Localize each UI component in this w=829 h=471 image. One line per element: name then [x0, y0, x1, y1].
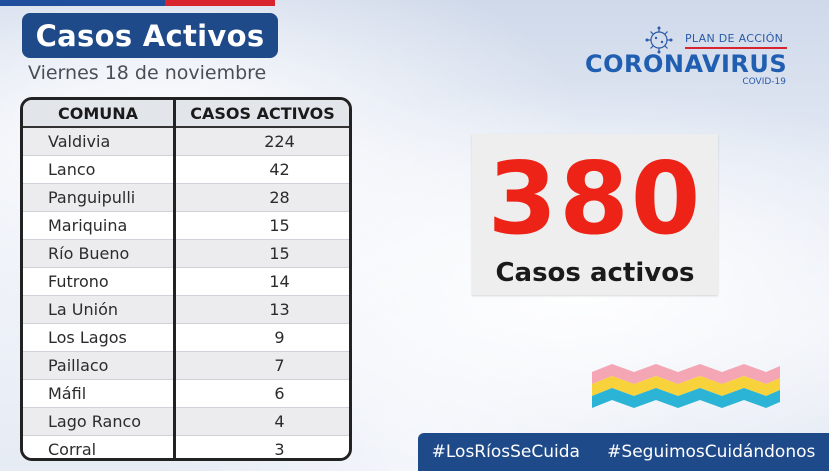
- covid-label: COVID-19: [742, 77, 786, 87]
- cases-cell: 6: [174, 379, 349, 408]
- total-cases-label: Casos activos: [495, 258, 695, 288]
- brand-label: CORONAVIRUS: [585, 50, 788, 78]
- table-row: Los Lagos 9: [23, 323, 349, 352]
- table-row: Valdivia 224: [23, 127, 349, 156]
- comuna-cell: Paillaco: [23, 351, 176, 380]
- table-row: Corral 3: [23, 435, 349, 458]
- hashtag-banner: #LosRíosSeCuida #SeguimosCuidándonos: [418, 433, 829, 471]
- cases-cell: 42: [174, 155, 349, 184]
- hashtag-2: #SeguimosCuidándonos: [607, 442, 816, 462]
- cases-cell: 224: [174, 127, 349, 156]
- coronavirus-logo: PLAN DE ACCIÓN CORONAVIRUS COVID-19: [585, 26, 790, 90]
- table-row: Panguipulli 28: [23, 183, 349, 212]
- table-row: Mariquina 15: [23, 211, 349, 240]
- cases-cell: 14: [174, 267, 349, 296]
- virus-icon: [645, 26, 673, 54]
- table-row: Lanco 42: [23, 155, 349, 184]
- comuna-cell: Máfil: [23, 379, 176, 408]
- comuna-cell: Mariquina: [23, 211, 176, 240]
- comuna-cell: Corral: [23, 435, 176, 458]
- table-row: Máfil 6: [23, 379, 349, 408]
- wave-decoration: [592, 364, 780, 408]
- comuna-cell: Lanco: [23, 155, 176, 184]
- comuna-cell: Panguipulli: [23, 183, 176, 212]
- table-row: Lago Ranco 4: [23, 407, 349, 436]
- total-cases-box: 380 Casos activos: [472, 134, 718, 295]
- column-header-comuna: COMUNA: [23, 100, 176, 128]
- comuna-cell: Los Lagos: [23, 323, 176, 352]
- table-row: Río Bueno 15: [23, 239, 349, 268]
- table-row: La Unión 13: [23, 295, 349, 324]
- cases-cell: 4: [174, 407, 349, 436]
- cases-table: COMUNA CASOS ACTIVOS Valdivia 224 Lanco …: [20, 97, 352, 461]
- comuna-cell: Futrono: [23, 267, 176, 296]
- title-banner: Casos Activos: [22, 13, 278, 58]
- cases-cell: 15: [174, 211, 349, 240]
- column-header-casos: CASOS ACTIVOS: [174, 100, 349, 128]
- total-cases-number: 380: [487, 140, 703, 257]
- plan-underline: [685, 47, 787, 49]
- cases-cell: 28: [174, 183, 349, 212]
- table-header-row: COMUNA CASOS ACTIVOS: [23, 100, 349, 128]
- comuna-cell: Lago Ranco: [23, 407, 176, 436]
- comuna-cell: Valdivia: [23, 127, 176, 156]
- date-label: Viernes 18 de noviembre: [28, 62, 267, 84]
- plan-label: PLAN DE ACCIÓN: [685, 32, 784, 45]
- cases-cell: 9: [174, 323, 349, 352]
- hashtag-1: #LosRíosSeCuida: [431, 442, 580, 462]
- page-title: Casos Activos: [35, 18, 265, 53]
- cases-cell: 15: [174, 239, 349, 268]
- comuna-cell: Río Bueno: [23, 239, 176, 268]
- table-row: Paillaco 7: [23, 351, 349, 380]
- comuna-cell: La Unión: [23, 295, 176, 324]
- flag-stripe: [0, 0, 275, 6]
- cases-cell: 3: [174, 435, 349, 458]
- table-row: Futrono 14: [23, 267, 349, 296]
- cases-cell: 13: [174, 295, 349, 324]
- cases-cell: 7: [174, 351, 349, 380]
